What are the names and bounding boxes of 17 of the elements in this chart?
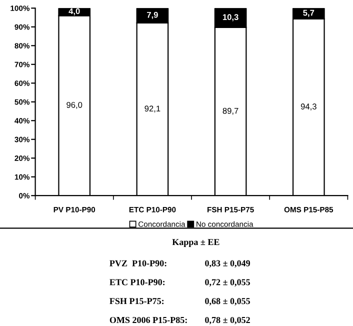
text: Kappa ± EE: [172, 239, 220, 247]
text: ETC P10-P90:: [110, 279, 165, 286]
text: PVZ P10-P90:: [110, 260, 166, 266]
data-label: 96,0: [66, 102, 82, 109]
data-label: 5,7: [303, 10, 314, 17]
data-label: 4,0: [68, 8, 80, 16]
text: 0,68 ± 0,055: [205, 298, 250, 306]
data-label: 89,7: [222, 108, 238, 115]
text: 0,83 ± 0,049: [205, 260, 250, 268]
data-label: 7,9: [147, 12, 158, 19]
text: OMS 2006 P15-P85:: [110, 316, 187, 324]
data-label: 92,1: [144, 106, 160, 112]
text: FSH P15-P75:: [110, 298, 164, 304]
data-label: 10,3: [222, 14, 238, 22]
text: 0,72 ± 0,055: [205, 279, 250, 287]
data-label: 94,3: [300, 104, 316, 110]
text: 0,78 ± 0,052: [205, 316, 250, 324]
